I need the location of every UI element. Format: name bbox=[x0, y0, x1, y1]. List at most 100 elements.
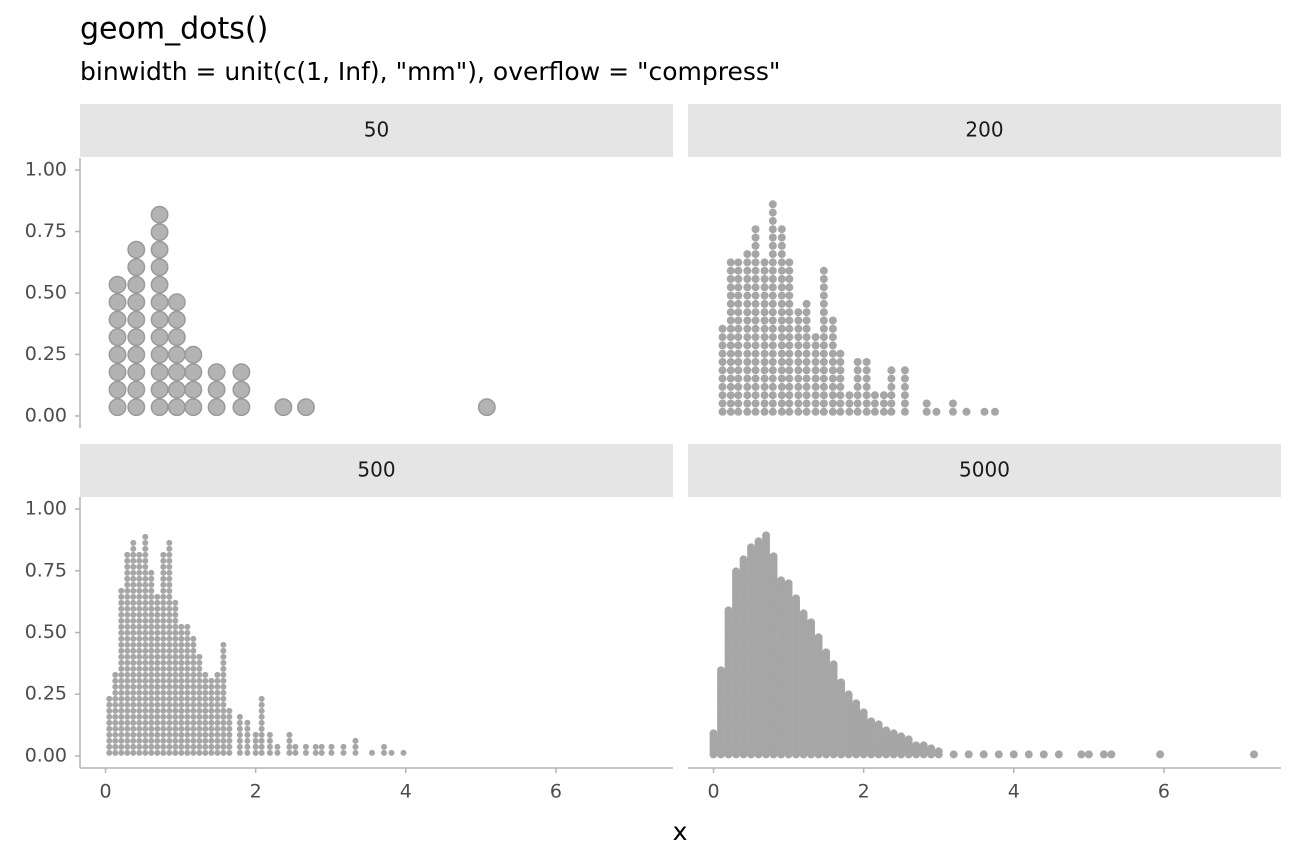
dot bbox=[160, 581, 167, 588]
dot bbox=[785, 391, 794, 400]
dot bbox=[160, 569, 167, 576]
dot bbox=[166, 677, 173, 684]
dot bbox=[184, 345, 203, 364]
dot bbox=[196, 737, 203, 744]
dot bbox=[214, 743, 221, 750]
dot bbox=[777, 366, 786, 375]
dot bbox=[829, 660, 838, 669]
dot bbox=[819, 358, 828, 367]
dot bbox=[136, 641, 143, 648]
dot bbox=[172, 647, 179, 654]
dot bbox=[286, 737, 293, 744]
dot bbox=[124, 743, 131, 750]
dot bbox=[148, 689, 155, 696]
dot bbox=[862, 366, 871, 375]
dot bbox=[751, 283, 760, 292]
dot bbox=[777, 241, 786, 250]
dot bbox=[190, 683, 197, 690]
dot bbox=[160, 737, 167, 744]
dot bbox=[214, 719, 221, 726]
dot bbox=[130, 683, 137, 690]
dot bbox=[112, 743, 119, 750]
dot bbox=[142, 671, 149, 678]
dot bbox=[777, 576, 786, 585]
dot bbox=[142, 569, 149, 576]
dot bbox=[859, 708, 868, 717]
dot bbox=[118, 641, 125, 648]
x-axis-label: x bbox=[673, 817, 688, 846]
dot bbox=[160, 665, 167, 672]
dot bbox=[142, 593, 149, 600]
dot bbox=[777, 233, 786, 242]
dot bbox=[734, 358, 743, 367]
dot bbox=[160, 623, 167, 630]
dot bbox=[352, 749, 359, 756]
dot bbox=[112, 707, 119, 714]
dot bbox=[760, 374, 769, 383]
dot bbox=[154, 719, 161, 726]
dot bbox=[172, 707, 179, 714]
dot bbox=[142, 725, 149, 732]
dot bbox=[811, 358, 820, 367]
dot bbox=[853, 391, 862, 400]
facet-strip bbox=[688, 444, 1281, 497]
dot bbox=[853, 399, 862, 408]
dot bbox=[811, 391, 820, 400]
dot bbox=[142, 611, 149, 618]
dot bbox=[160, 671, 167, 678]
dot bbox=[190, 689, 197, 696]
x-tick-label: 4 bbox=[1008, 781, 1020, 803]
dot bbox=[760, 266, 769, 275]
dot bbox=[136, 575, 143, 582]
dot bbox=[136, 653, 143, 660]
dot bbox=[108, 380, 127, 399]
dot bbox=[160, 725, 167, 732]
dot bbox=[734, 374, 743, 383]
dot bbox=[150, 363, 169, 382]
dot bbox=[190, 641, 197, 648]
dot bbox=[108, 310, 127, 329]
dot bbox=[258, 713, 265, 720]
dot bbox=[887, 366, 896, 375]
dot bbox=[862, 374, 871, 383]
dot bbox=[718, 349, 727, 358]
dot bbox=[220, 665, 227, 672]
dot bbox=[709, 729, 718, 738]
dot bbox=[232, 363, 251, 382]
dot bbox=[751, 358, 760, 367]
dot bbox=[124, 629, 131, 636]
dot bbox=[136, 719, 143, 726]
dot bbox=[112, 725, 119, 732]
dot bbox=[150, 258, 169, 277]
dot bbox=[124, 557, 131, 564]
dot bbox=[220, 641, 227, 648]
dot bbox=[178, 677, 185, 684]
dot bbox=[178, 623, 185, 630]
dot bbox=[166, 569, 173, 576]
dot bbox=[828, 366, 837, 375]
dot bbox=[166, 749, 173, 756]
dot bbox=[196, 659, 203, 666]
dot bbox=[734, 283, 743, 292]
dot bbox=[236, 737, 243, 744]
dot bbox=[799, 609, 808, 618]
facet-strip bbox=[80, 444, 673, 497]
dot bbox=[340, 743, 347, 750]
dot bbox=[828, 316, 837, 325]
dot bbox=[127, 328, 146, 347]
dot bbox=[124, 563, 131, 570]
dot bbox=[112, 749, 119, 756]
dot bbox=[166, 593, 173, 600]
dot bbox=[148, 599, 155, 606]
dot bbox=[807, 618, 816, 627]
dot bbox=[108, 345, 127, 364]
dot bbox=[118, 635, 125, 642]
dot bbox=[743, 275, 752, 284]
x-tick-label: 0 bbox=[707, 781, 719, 803]
dot bbox=[166, 635, 173, 642]
dot bbox=[202, 683, 209, 690]
dot bbox=[150, 275, 169, 294]
dot bbox=[220, 713, 227, 720]
dot bbox=[154, 605, 161, 612]
dot bbox=[862, 399, 871, 408]
